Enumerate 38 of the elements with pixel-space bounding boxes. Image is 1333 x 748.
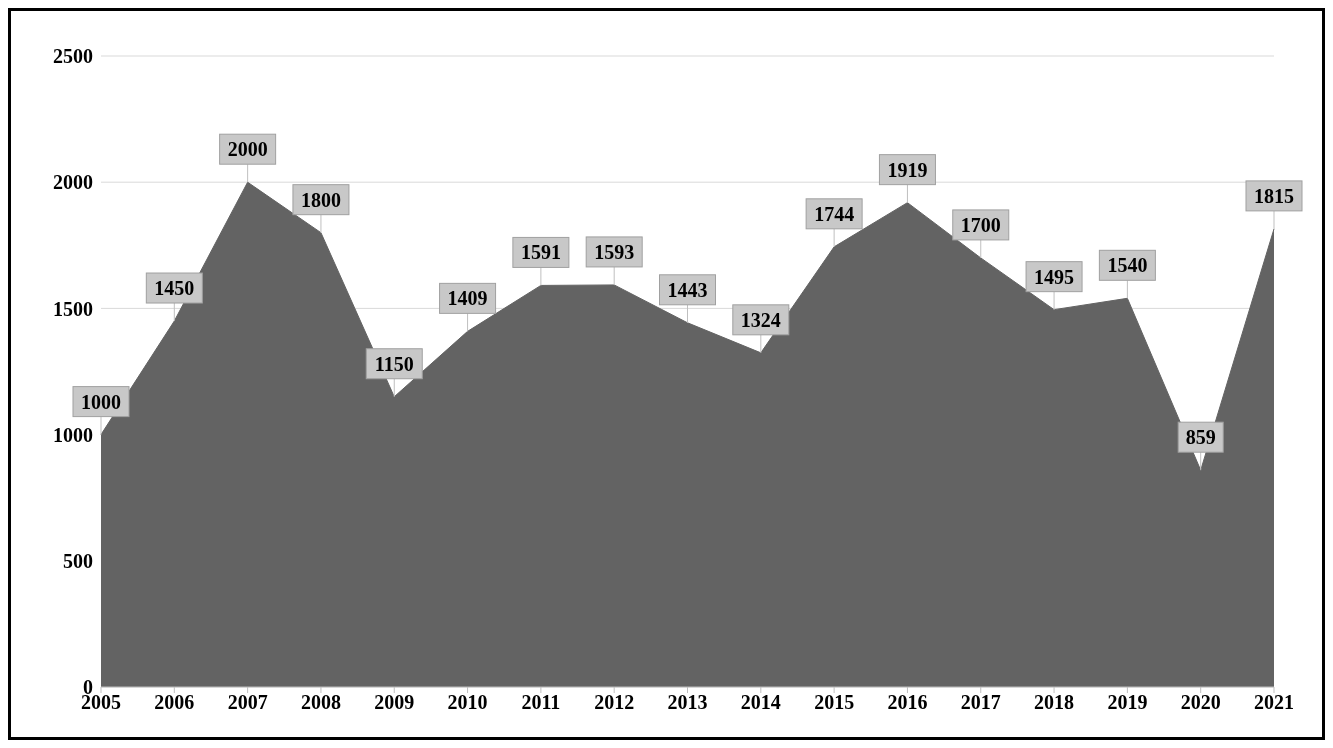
data-label: 1000 <box>81 390 121 413</box>
y-tick-label: 1500 <box>53 297 93 320</box>
data-label: 1591 <box>520 241 561 264</box>
data-label: 1324 <box>740 308 781 331</box>
data-label: 1593 <box>594 240 635 263</box>
data-label: 1495 <box>1034 265 1075 288</box>
x-tick-label: 2013 <box>667 691 708 714</box>
y-tick-label: 500 <box>63 549 93 572</box>
data-label: 1919 <box>887 158 928 181</box>
x-tick-label: 2018 <box>1034 691 1075 714</box>
x-tick-label: 2007 <box>227 691 268 714</box>
x-tick-label: 2011 <box>521 691 561 714</box>
y-tick-label: 2500 <box>53 45 93 68</box>
x-tick-label: 2016 <box>887 691 928 714</box>
data-label: 859 <box>1185 426 1216 449</box>
x-tick-label: 2010 <box>447 691 488 714</box>
data-label: 1540 <box>1107 254 1148 277</box>
x-tick-label: 2021 <box>1254 691 1294 714</box>
x-tick-label: 2014 <box>740 691 781 714</box>
y-tick-label: 2000 <box>53 171 93 194</box>
x-tick-label: 2017 <box>960 691 1001 714</box>
data-label: 1450 <box>154 277 195 300</box>
data-label: 1409 <box>447 287 488 310</box>
data-label: 1443 <box>667 278 708 301</box>
x-tick-label: 2012 <box>594 691 635 714</box>
x-tick-label: 2015 <box>814 691 855 714</box>
data-label: 1815 <box>1254 184 1294 207</box>
x-tick-label: 2008 <box>300 691 341 714</box>
data-label: 1800 <box>300 188 341 211</box>
x-tick-label: 2009 <box>374 691 415 714</box>
data-label: 1700 <box>960 213 1001 236</box>
data-label: 2000 <box>227 138 268 161</box>
x-tick-label: 2020 <box>1180 691 1221 714</box>
data-label: 1744 <box>814 202 855 225</box>
x-tick-label: 2019 <box>1107 691 1148 714</box>
y-tick-label: 1000 <box>53 423 93 446</box>
data-label: 1150 <box>374 352 414 375</box>
x-tick-label: 2006 <box>154 691 195 714</box>
